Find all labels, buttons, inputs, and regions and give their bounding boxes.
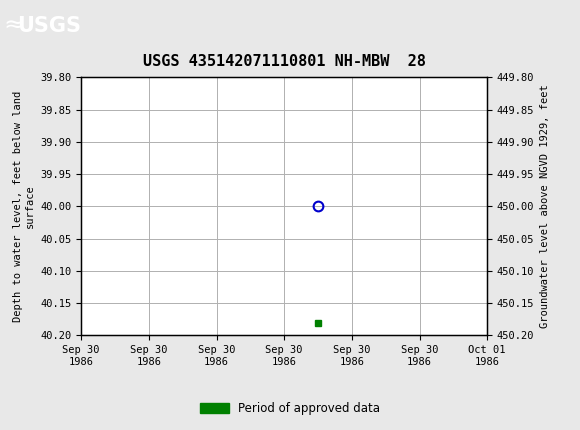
Y-axis label: Groundwater level above NGVD 1929, feet: Groundwater level above NGVD 1929, feet bbox=[540, 85, 550, 328]
Text: ≈: ≈ bbox=[3, 14, 24, 38]
Text: USGS: USGS bbox=[17, 16, 81, 36]
Legend: Period of approved data: Period of approved data bbox=[195, 397, 385, 420]
Title: USGS 435142071110801 NH-MBW  28: USGS 435142071110801 NH-MBW 28 bbox=[143, 54, 426, 69]
Y-axis label: Depth to water level, feet below land
surface: Depth to water level, feet below land su… bbox=[13, 91, 35, 322]
